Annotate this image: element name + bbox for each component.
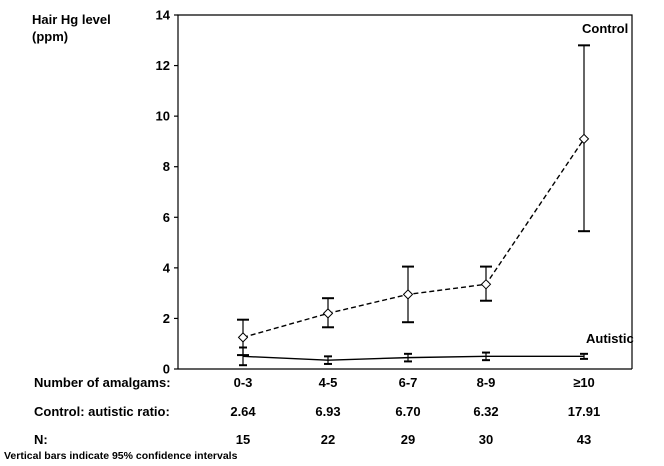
y-tick-label: 8 (163, 159, 170, 174)
footnote: Vertical bars indicate 95% confidence in… (4, 450, 238, 462)
y-tick-label: 12 (156, 58, 170, 73)
series-label-autistic: Autistic (586, 331, 634, 346)
category-label: 4-5 (318, 375, 338, 390)
series-line (242, 138, 585, 339)
n-value: 29 (400, 432, 416, 447)
ratio-value: 6.93 (315, 404, 341, 419)
category-label: 8-9 (476, 375, 496, 390)
ratio-row-label: Control: autistic ratio: (34, 404, 170, 419)
data-point (322, 308, 334, 319)
y-axis-label: Hair Hg level (ppm) (32, 12, 111, 44)
category-label: 6-7 (398, 375, 418, 390)
n-value: 22 (320, 432, 336, 447)
n-row-label: N: (34, 432, 48, 447)
y-tick-label: 2 (163, 311, 170, 326)
data-point (237, 332, 249, 343)
n-value: 43 (576, 432, 592, 447)
plot-frame (177, 14, 633, 369)
amalgams-row-label: Number of amalgams: (34, 375, 171, 390)
series-label-control: Control (582, 21, 628, 36)
chart: 0 2 4 6 8 10 12 14 Hair Hg level (ppm) Control Auti… (32, 8, 634, 377)
category-label-text: ≥10 (573, 375, 595, 390)
ratio-value: 2.64 (230, 404, 256, 419)
series-autistic (239, 346, 588, 367)
y-tick-label: 4 (163, 260, 171, 275)
series-control (237, 44, 590, 357)
category-label: 0-3 (233, 375, 253, 390)
y-tick-label: 14 (156, 8, 171, 23)
y-tick-label: 10 (156, 109, 170, 124)
series-line (242, 355, 584, 361)
y-tick-label: 6 (163, 210, 170, 225)
y-tick-label: 0 (163, 362, 170, 377)
y-axis-label-line: (ppm) (32, 29, 68, 44)
ratio-value: 17.91 (567, 404, 601, 419)
n-value: 30 (478, 432, 494, 447)
data-point (578, 133, 590, 145)
ratio-value: 6.70 (395, 404, 421, 419)
y-axis-label-line: Hair Hg level (32, 12, 111, 27)
data-point (480, 279, 492, 290)
ratio-value: 6.32 (473, 404, 499, 419)
category-label: ≥10 (544, 375, 624, 390)
n-value: 15 (235, 432, 251, 447)
data-point (402, 289, 414, 300)
